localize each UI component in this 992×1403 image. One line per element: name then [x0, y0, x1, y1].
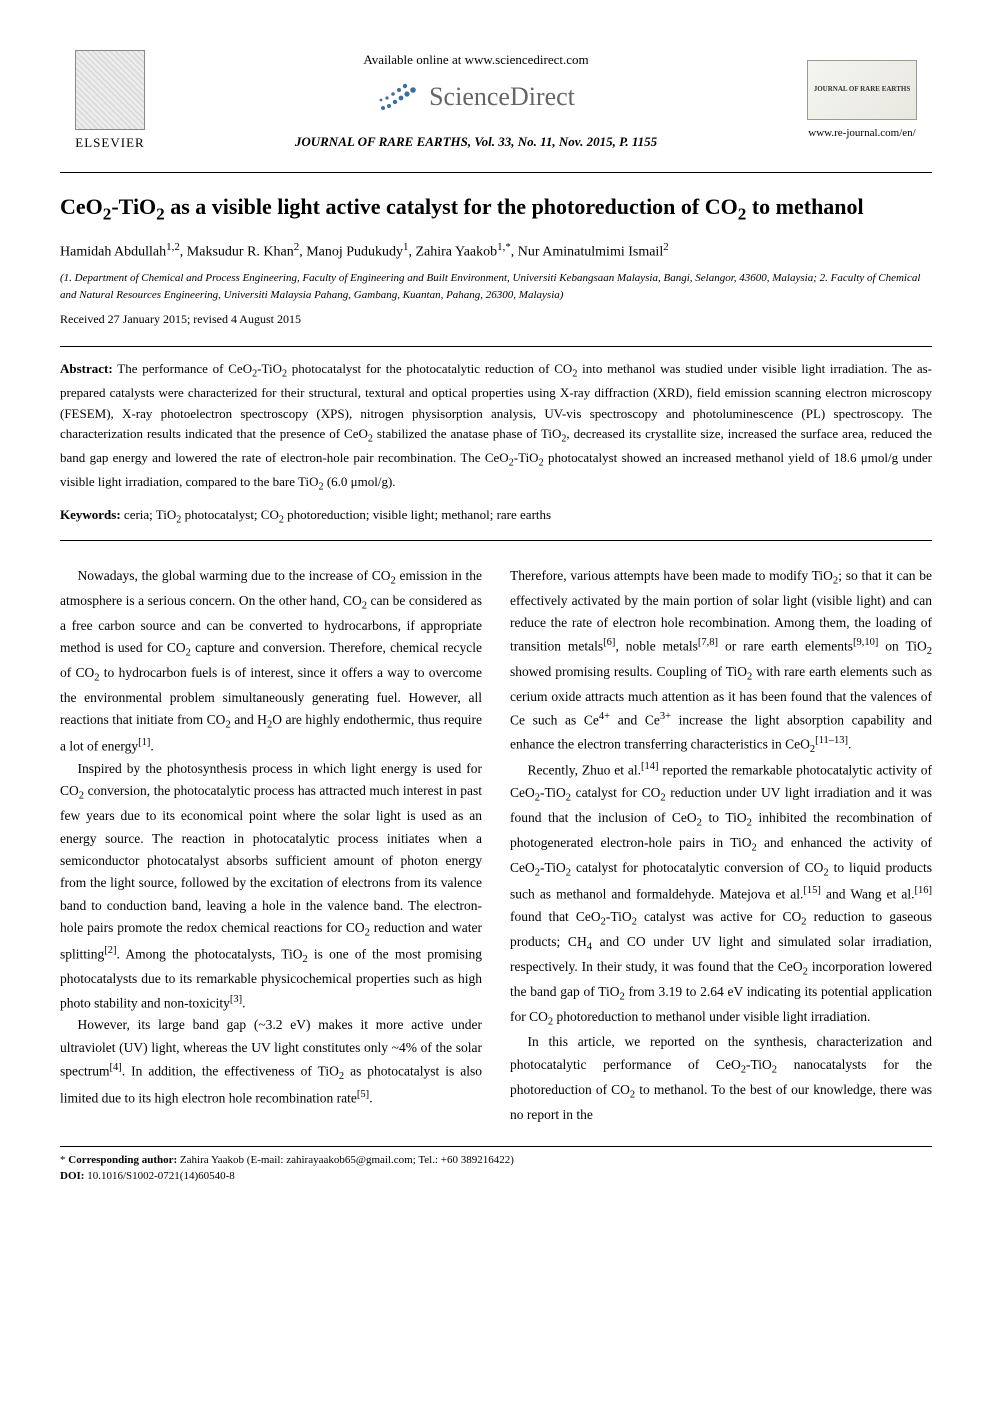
keywords-line: Keywords: ceria; TiO2 photocatalyst; CO2…: [60, 506, 932, 528]
body-paragraph: Recently, Zhuo et al.[14] reported the r…: [510, 758, 932, 1031]
sciencedirect-label: ScienceDirect: [429, 79, 575, 115]
corresponding-author: * Corresponding author: Zahira Yaakob (E…: [60, 1153, 932, 1168]
journal-cover-icon: JOURNAL OF RARE EARTHS: [807, 60, 917, 120]
sciencedirect-dots-icon: [377, 80, 421, 114]
article-title: CeO2-TiO2 as a visible light active cata…: [60, 193, 932, 226]
journal-cover-block: JOURNAL OF RARE EARTHS www.re-journal.co…: [792, 60, 932, 141]
footer-block: * Corresponding author: Zahira Yaakob (E…: [60, 1146, 932, 1184]
header-rule: [60, 172, 932, 173]
received-dates: Received 27 January 2015; revised 4 Augu…: [60, 311, 932, 328]
elsevier-block: ELSEVIER: [60, 50, 160, 152]
doi-line: DOI: 10.1016/S1002-0721(14)60540-8: [60, 1169, 932, 1184]
available-online-text: Available online at www.sciencedirect.co…: [363, 51, 588, 69]
journal-url: www.re-journal.com/en/: [808, 126, 915, 141]
author-list: Hamidah Abdullah1,2, Maksudur R. Khan2, …: [60, 240, 932, 262]
abstract-box: Abstract: The performance of CeO2-TiO2 p…: [60, 346, 932, 541]
elsevier-label: ELSEVIER: [75, 134, 144, 152]
abstract-body: The performance of CeO2-TiO2 photocataly…: [60, 361, 932, 489]
center-header: Available online at www.sciencedirect.co…: [160, 51, 792, 152]
left-column: Nowadays, the global warming due to the …: [60, 565, 482, 1127]
sciencedirect-brand: ScienceDirect: [377, 79, 575, 115]
affiliations: (1. Department of Chemical and Process E…: [60, 270, 932, 303]
body-columns: Nowadays, the global warming due to the …: [60, 565, 932, 1127]
keywords-label: Keywords:: [60, 507, 121, 522]
publisher-header: ELSEVIER Available online at www.science…: [60, 50, 932, 152]
abstract-text: Abstract: The performance of CeO2-TiO2 p…: [60, 359, 932, 496]
body-paragraph: Nowadays, the global warming due to the …: [60, 565, 482, 759]
journal-citation: JOURNAL OF RARE EARTHS, Vol. 33, No. 11,…: [295, 133, 657, 151]
body-paragraph: However, its large band gap (~3.2 eV) ma…: [60, 1014, 482, 1109]
right-column: Therefore, various attempts have been ma…: [510, 565, 932, 1127]
keywords-text: ceria; TiO2 photocatalyst; CO2 photoredu…: [124, 507, 551, 522]
abstract-label: Abstract:: [60, 361, 113, 376]
body-paragraph: Inspired by the photosynthesis process i…: [60, 758, 482, 1014]
body-paragraph: Therefore, various attempts have been ma…: [510, 565, 932, 759]
journal-cover-title: JOURNAL OF RARE EARTHS: [814, 85, 911, 95]
body-paragraph: In this article, we reported on the synt…: [510, 1031, 932, 1126]
elsevier-logo-icon: [75, 50, 145, 130]
